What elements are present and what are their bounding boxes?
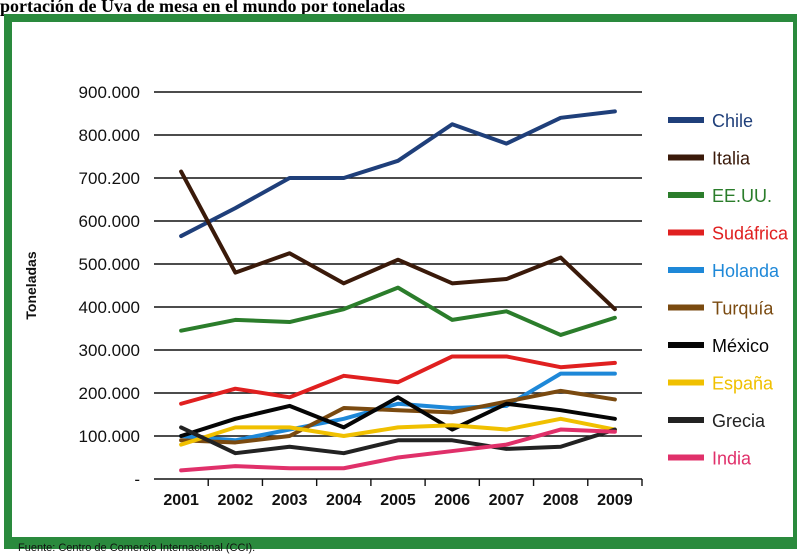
y-tick-label-6: 600.000: [79, 212, 140, 231]
x-tick-label-2008: 2008: [543, 492, 579, 509]
x-tick-label-2001: 2001: [163, 492, 199, 509]
line-chart: - 100.000 200.000 300.000 400.000 500.000 600.…: [23, 83, 789, 509]
y-tick-label-1: 100.000: [79, 427, 140, 446]
series-line-holanda: [179, 371, 617, 443]
chart-title: portación de Uva de mesa en el mundo por…: [0, 0, 406, 16]
series-line-italia: [179, 169, 617, 312]
series-line-sudfrica: [179, 354, 617, 406]
legend-label-eeuu: EE.UU.: [712, 186, 772, 206]
series-line-eeuu: [179, 285, 617, 337]
x-tick-label-2005: 2005: [380, 492, 416, 509]
series-line-espaa: [179, 416, 617, 447]
y-tick-label-7: 700.200: [79, 169, 140, 188]
legend-label-turqua: Turquía: [712, 299, 774, 319]
y-tick-label-8: 800.000: [79, 126, 140, 145]
legend-label-espaa: España: [712, 374, 774, 394]
series-line-india: [179, 427, 617, 473]
series-line-mxico: [179, 395, 617, 438]
y-tick-label-3: 300.000: [79, 341, 140, 360]
x-tick-label-2009: 2009: [597, 492, 633, 509]
legend-label-italia: Italia: [712, 149, 751, 169]
legend-label-mxico: México: [712, 336, 769, 356]
legend-label-grecia: Grecia: [712, 411, 766, 431]
y-tick-label-9: 900.000: [79, 83, 140, 102]
chart-frame: - 100.000 200.000 300.000 400.000 500.000 600.…: [4, 14, 797, 554]
x-tick-label-2007: 2007: [489, 492, 525, 509]
y-tick-label-4: 400.000: [79, 298, 140, 317]
x-tick-label-2006: 2006: [434, 492, 470, 509]
series-line-turqua: [179, 388, 617, 445]
y-tick-label-5: 500.000: [79, 255, 140, 274]
x-tick-label-2003: 2003: [272, 492, 308, 509]
legend-label-sudfrica: Sudáfrica: [712, 224, 789, 244]
chart-area: - 100.000 200.000 300.000 400.000 500.000 600.…: [12, 22, 793, 537]
series-line-chile: [179, 109, 617, 239]
x-tick-label-2004: 2004: [326, 492, 362, 509]
legend-label-holanda: Holanda: [712, 261, 780, 281]
legend-label-india: India: [712, 449, 752, 469]
y-tick-label-0: -: [134, 470, 140, 489]
x-tick-label-2002: 2002: [218, 492, 254, 509]
y-tick-label-2: 200.000: [79, 384, 140, 403]
y-axis-label: Toneladas: [23, 251, 39, 319]
series-line-grecia: [179, 425, 617, 456]
source-note: Fuente: Centro de Comercio Internacional…: [18, 542, 256, 554]
legend-label-chile: Chile: [712, 111, 753, 131]
